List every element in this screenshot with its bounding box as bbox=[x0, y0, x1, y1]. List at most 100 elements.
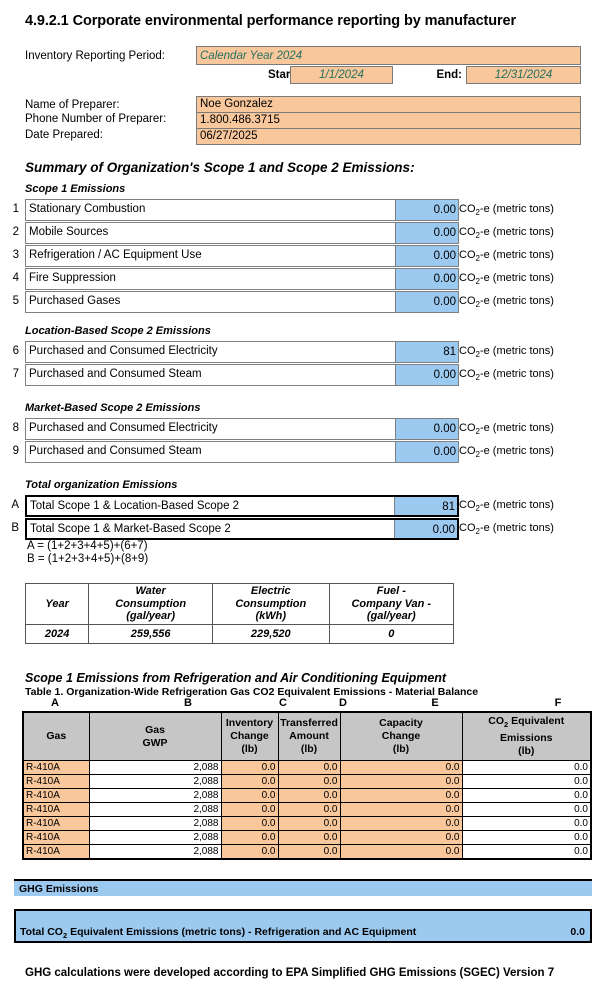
refrigeration-col-2: Inventory Change (lb) bbox=[220, 711, 279, 761]
reporting-period-input[interactable]: Calendar Year 2024 bbox=[196, 46, 581, 65]
refrigeration-table-row[interactable]: R-410A 2,088 0.0 0.0 0.0 0.0 bbox=[22, 774, 592, 789]
preparer-name-label: Name of Preparer: bbox=[25, 99, 120, 111]
refrigeration-cell-co2[interactable]: 0.0 bbox=[461, 816, 592, 831]
refrigeration-table-row[interactable]: R-410A 2,088 0.0 0.0 0.0 0.0 bbox=[22, 760, 592, 775]
refrigeration-cell-cap[interactable]: 0.0 bbox=[339, 802, 463, 817]
refrigeration-cell-gas[interactable]: R-410A bbox=[22, 844, 90, 860]
refrigeration-cell-gas[interactable]: R-410A bbox=[22, 816, 90, 831]
preparer-name-input[interactable]: Noe Gonzalez bbox=[196, 96, 581, 113]
refrigeration-col-1: Gas GWP bbox=[88, 711, 222, 761]
scope1-row[interactable]: Purchased Gases 0.00 bbox=[25, 291, 459, 313]
total-emissions-units: CO2-e (metric tons) bbox=[459, 499, 554, 514]
location-scope2-value[interactable]: 81 bbox=[395, 342, 458, 362]
refrigeration-cell-cap[interactable]: 0.0 bbox=[339, 760, 463, 775]
scope1-label: Fire Suppression bbox=[29, 272, 116, 284]
total-co2e-band: Total CO2 Equivalent Emissions (metric t… bbox=[14, 909, 592, 943]
consumption-cell-electric[interactable]: 229,520 bbox=[212, 623, 330, 644]
scope1-row[interactable]: Fire Suppression 0.00 bbox=[25, 268, 459, 290]
refrigeration-cell-gas[interactable]: R-410A bbox=[22, 774, 90, 789]
refrigeration-cell-gwp[interactable]: 2,088 bbox=[88, 844, 222, 860]
refrigeration-col-4: Capacity Change (lb) bbox=[339, 711, 463, 761]
scope1-row[interactable]: Refrigeration / AC Equipment Use 0.00 bbox=[25, 245, 459, 267]
refrigeration-table-row[interactable]: R-410A 2,088 0.0 0.0 0.0 0.0 bbox=[22, 802, 592, 817]
refrigeration-table: Gas Gas GWP Inventory Change (lb) Transferred A… bbox=[22, 711, 592, 860]
date-prepared-input[interactable]: 06/27/2025 bbox=[196, 128, 581, 145]
refrigeration-cell-cap[interactable]: 0.0 bbox=[339, 830, 463, 845]
refrigeration-cell-cap[interactable]: 0.0 bbox=[339, 774, 463, 789]
refrigeration-cell-co2[interactable]: 0.0 bbox=[461, 802, 592, 817]
scope1-heading: Scope 1 Emissions bbox=[25, 183, 126, 195]
consumption-cell-water[interactable]: 259,556 bbox=[88, 623, 214, 644]
refrigeration-cell-co2[interactable]: 0.0 bbox=[461, 774, 592, 789]
refrigeration-table-row[interactable]: R-410A 2,088 0.0 0.0 0.0 0.0 bbox=[22, 844, 592, 860]
scope1-units: CO2-e (metric tons) bbox=[459, 226, 554, 241]
consumption-table-row[interactable]: 2024 259,556 229,520 0 bbox=[24, 623, 455, 644]
refrigeration-cell-co2[interactable]: 0.0 bbox=[461, 844, 592, 860]
refrigeration-cell-tra[interactable]: 0.0 bbox=[277, 788, 341, 803]
scope1-value[interactable]: 0.00 bbox=[395, 200, 458, 220]
market-scope2-heading: Market-Based Scope 2 Emissions bbox=[25, 402, 201, 414]
total-emissions-heading: Total organization Emissions bbox=[25, 479, 178, 491]
refrigeration-col-0: Gas bbox=[22, 711, 90, 761]
refrigeration-cell-cap[interactable]: 0.0 bbox=[339, 816, 463, 831]
total-emissions-value[interactable]: 0.00 bbox=[394, 520, 457, 538]
refrigeration-cell-gas[interactable]: R-410A bbox=[22, 760, 90, 775]
location-scope2-value[interactable]: 0.00 bbox=[395, 365, 458, 385]
refrigeration-cell-co2[interactable]: 0.0 bbox=[461, 830, 592, 845]
refrigeration-cell-inv[interactable]: 0.0 bbox=[220, 816, 279, 831]
scope1-value[interactable]: 0.00 bbox=[395, 269, 458, 289]
refrigeration-cell-cap[interactable]: 0.0 bbox=[339, 788, 463, 803]
total-emissions-row[interactable]: Total Scope 1 & Location-Based Scope 2 81 bbox=[25, 495, 459, 517]
location-scope2-heading: Location-Based Scope 2 Emissions bbox=[25, 325, 211, 337]
refrigeration-table-row[interactable]: R-410A 2,088 0.0 0.0 0.0 0.0 bbox=[22, 830, 592, 845]
refrigeration-cell-inv[interactable]: 0.0 bbox=[220, 802, 279, 817]
refrigeration-cell-tra[interactable]: 0.0 bbox=[277, 774, 341, 789]
total-emissions-value[interactable]: 81 bbox=[394, 497, 457, 515]
refrigeration-cell-co2[interactable]: 0.0 bbox=[461, 760, 592, 775]
preparer-phone-input[interactable]: 1.800.486.3715 bbox=[196, 112, 581, 129]
refrigeration-cell-gwp[interactable]: 2,088 bbox=[88, 760, 222, 775]
scope1-row[interactable]: Mobile Sources 0.00 bbox=[25, 222, 459, 244]
refrigeration-cell-inv[interactable]: 0.0 bbox=[220, 844, 279, 860]
refrigeration-cell-cap[interactable]: 0.0 bbox=[339, 844, 463, 860]
scope1-row-number: 2 bbox=[12, 226, 19, 238]
total-emissions-row[interactable]: Total Scope 1 & Market-Based Scope 2 0.00 bbox=[25, 518, 459, 540]
refrigeration-cell-gwp[interactable]: 2,088 bbox=[88, 830, 222, 845]
market-scope2-value[interactable]: 0.00 bbox=[395, 419, 458, 439]
refrigeration-cell-gwp[interactable]: 2,088 bbox=[88, 802, 222, 817]
scope1-row[interactable]: Stationary Combustion 0.00 bbox=[25, 199, 459, 221]
scope1-value[interactable]: 0.00 bbox=[395, 223, 458, 243]
refrigeration-cell-tra[interactable]: 0.0 bbox=[277, 816, 341, 831]
refrigeration-cell-gwp[interactable]: 2,088 bbox=[88, 788, 222, 803]
consumption-cell-year[interactable]: 2024 bbox=[24, 623, 90, 644]
consumption-cell-fuel[interactable]: 0 bbox=[328, 623, 455, 644]
refrigeration-cell-gwp[interactable]: 2,088 bbox=[88, 774, 222, 789]
refrigeration-cell-gas[interactable]: R-410A bbox=[22, 830, 90, 845]
scope1-value[interactable]: 0.00 bbox=[395, 246, 458, 266]
col-year: Year bbox=[24, 583, 90, 625]
refrigeration-cell-inv[interactable]: 0.0 bbox=[220, 774, 279, 789]
refrigeration-cell-gwp[interactable]: 2,088 bbox=[88, 816, 222, 831]
refrigeration-cell-co2[interactable]: 0.0 bbox=[461, 788, 592, 803]
market-scope2-row[interactable]: Purchased and Consumed Electricity 0.00 bbox=[25, 418, 459, 440]
col-fuel: Fuel - Company Van - (gal/year) bbox=[328, 583, 455, 625]
location-scope2-row[interactable]: Purchased and Consumed Electricity 81 bbox=[25, 341, 459, 363]
refrigeration-table-row[interactable]: R-410A 2,088 0.0 0.0 0.0 0.0 bbox=[22, 816, 592, 831]
refrigeration-cell-tra[interactable]: 0.0 bbox=[277, 830, 341, 845]
refrigeration-cell-tra[interactable]: 0.0 bbox=[277, 760, 341, 775]
location-scope2-row[interactable]: Purchased and Consumed Steam 0.00 bbox=[25, 364, 459, 386]
refrigeration-cell-inv[interactable]: 0.0 bbox=[220, 788, 279, 803]
start-date-input[interactable]: 1/1/2024 bbox=[290, 66, 393, 84]
scope1-value[interactable]: 0.00 bbox=[395, 292, 458, 312]
refrigeration-cell-inv[interactable]: 0.0 bbox=[220, 760, 279, 775]
market-scope2-value[interactable]: 0.00 bbox=[395, 442, 458, 462]
refrigeration-cell-tra[interactable]: 0.0 bbox=[277, 844, 341, 860]
refrigeration-cell-inv[interactable]: 0.0 bbox=[220, 830, 279, 845]
scope1-row-number: 4 bbox=[12, 272, 19, 284]
end-date-input[interactable]: 12/31/2024 bbox=[466, 66, 581, 84]
refrigeration-cell-gas[interactable]: R-410A bbox=[22, 802, 90, 817]
market-scope2-row[interactable]: Purchased and Consumed Steam 0.00 bbox=[25, 441, 459, 463]
refrigeration-cell-gas[interactable]: R-410A bbox=[22, 788, 90, 803]
refrigeration-cell-tra[interactable]: 0.0 bbox=[277, 802, 341, 817]
refrigeration-table-row[interactable]: R-410A 2,088 0.0 0.0 0.0 0.0 bbox=[22, 788, 592, 803]
